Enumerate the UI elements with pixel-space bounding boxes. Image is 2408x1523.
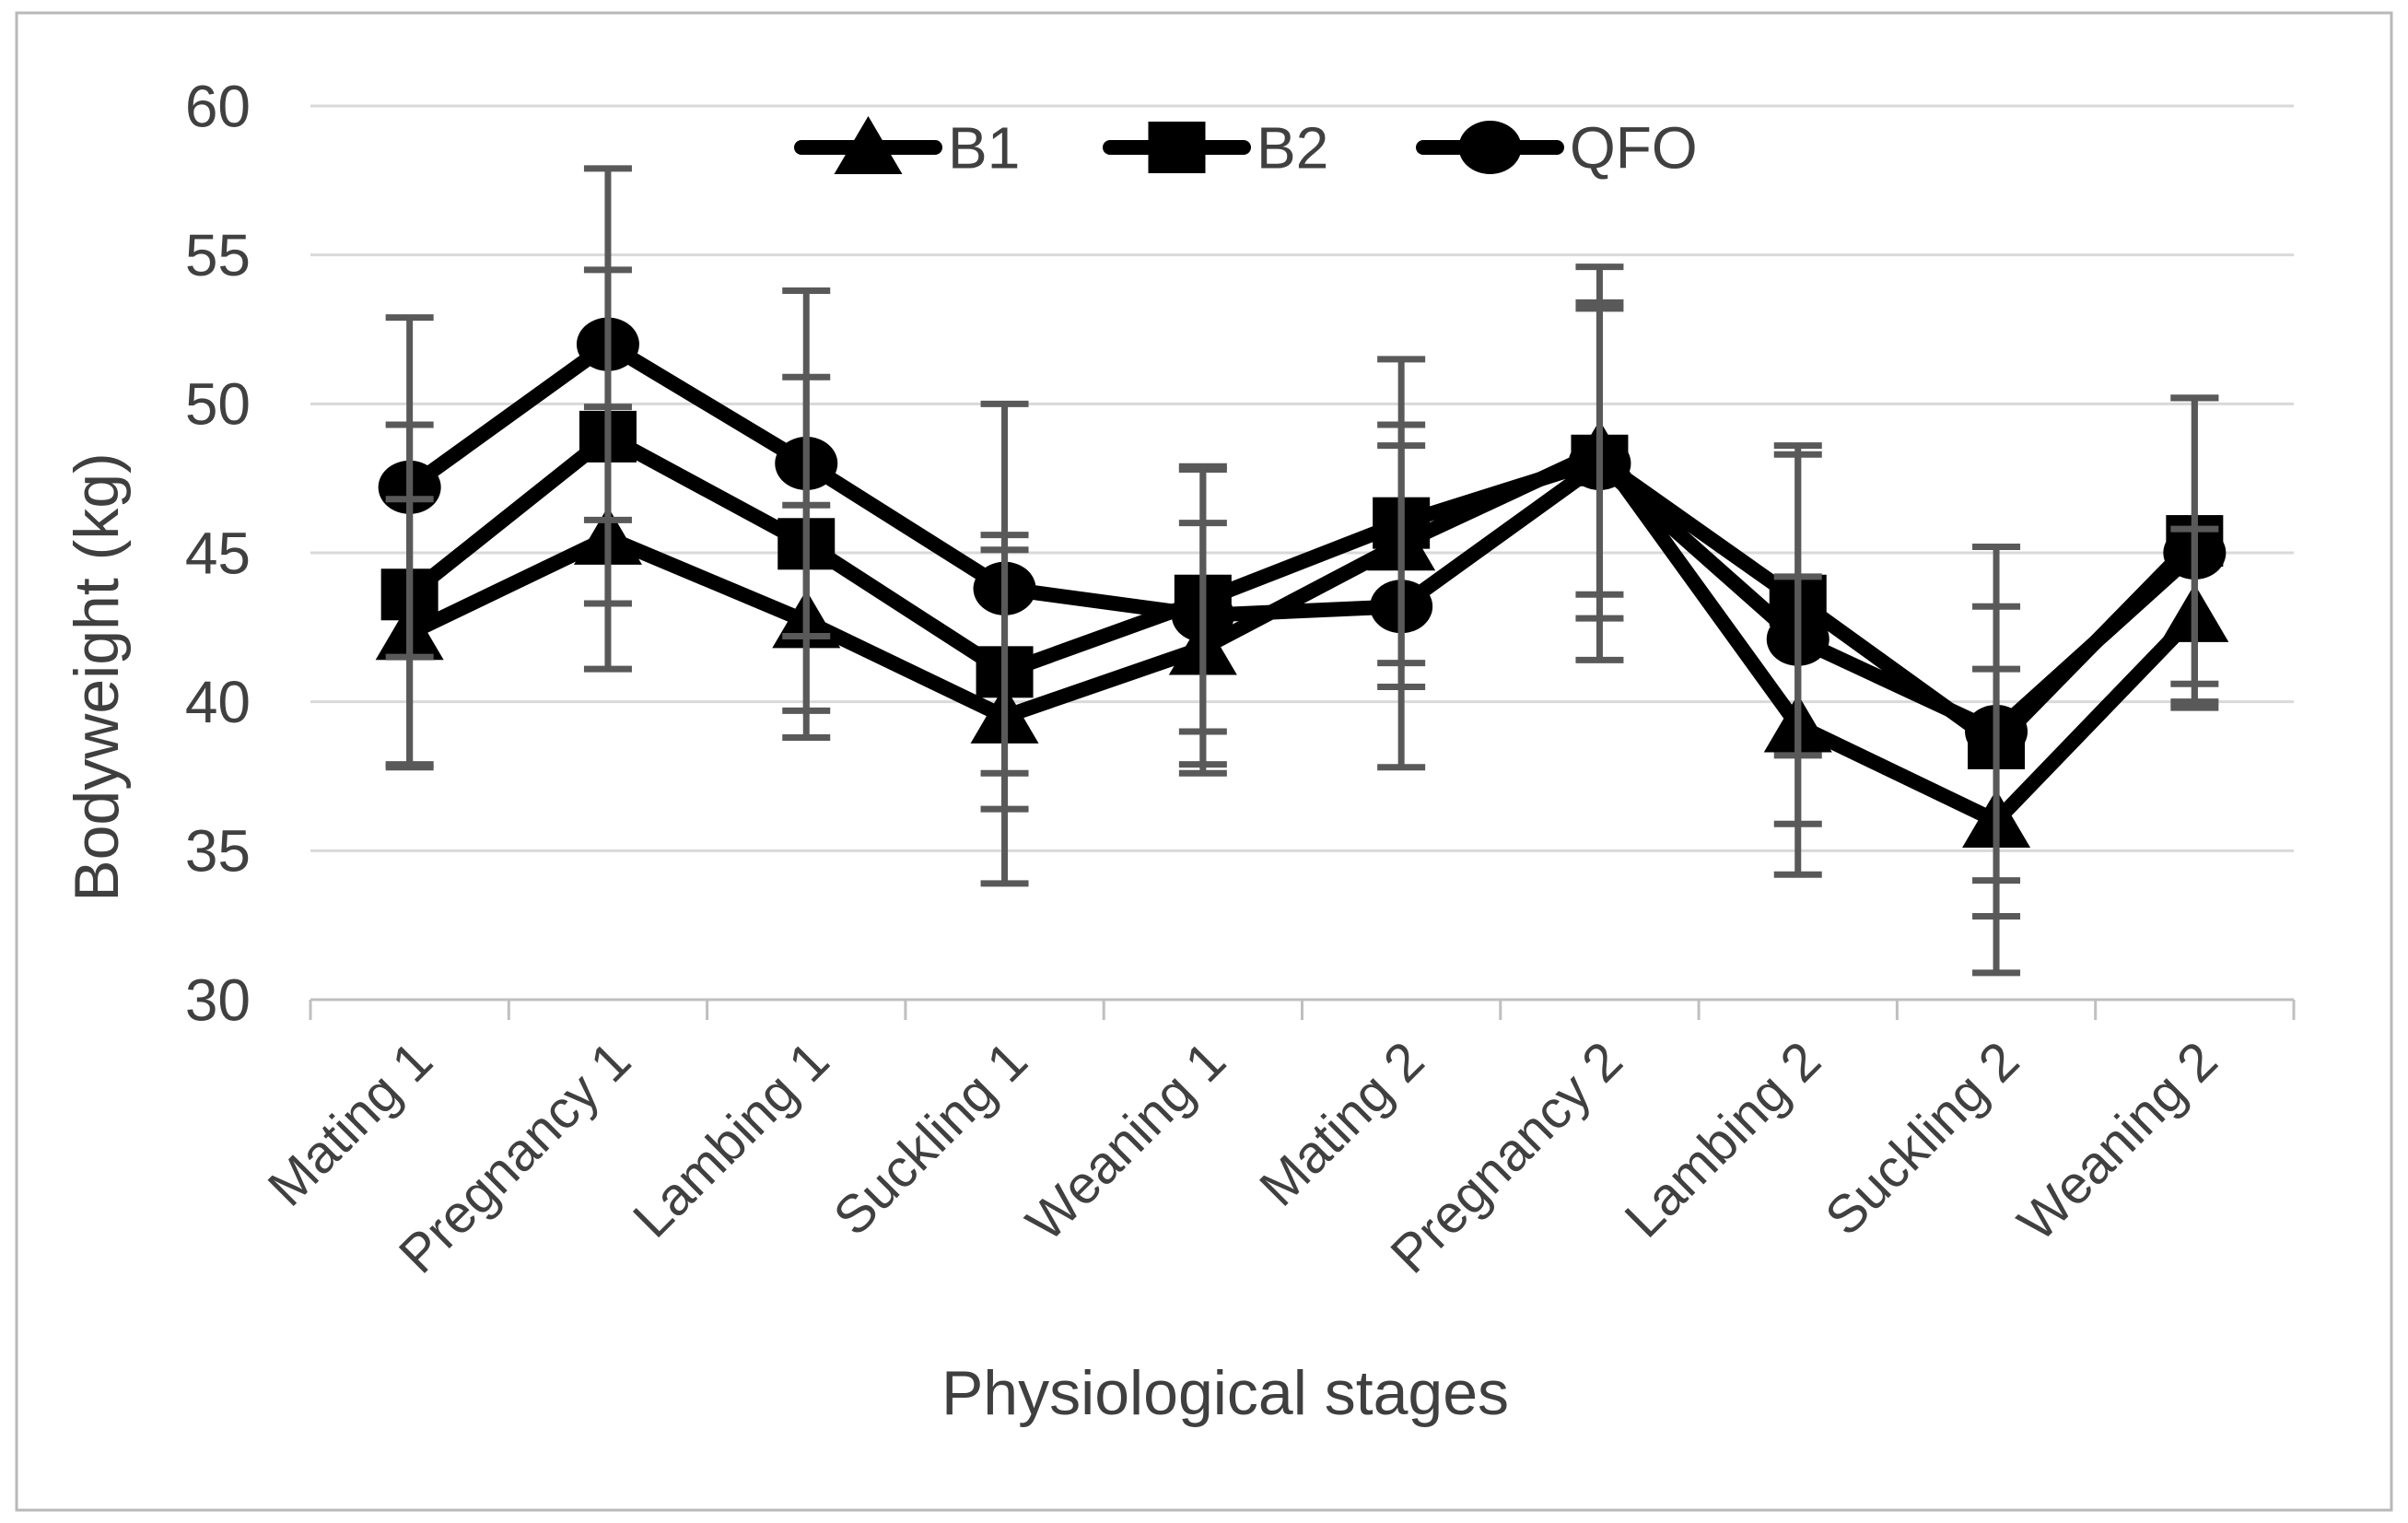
legend-label: QFO bbox=[1570, 114, 1698, 181]
y-tick-label: 55 bbox=[185, 222, 251, 288]
legend: B1 B2 QFO bbox=[794, 114, 1698, 181]
legend-square-icon bbox=[1148, 122, 1206, 173]
legend-item-QFO: QFO bbox=[1416, 114, 1698, 181]
y-tick-label: 30 bbox=[185, 967, 251, 1033]
legend-item-B2: B2 bbox=[1103, 114, 1328, 181]
series-line-B1 bbox=[402, 444, 2203, 828]
series-line-B2 bbox=[402, 428, 2203, 751]
y-tick-label: 35 bbox=[185, 818, 251, 885]
series-line-QFO bbox=[402, 336, 2203, 739]
y-tick-label: 45 bbox=[185, 520, 251, 586]
x-axis-title: Physiological stages bbox=[941, 1358, 1509, 1428]
y-tick-label: 60 bbox=[185, 73, 251, 139]
legend-label: B1 bbox=[948, 114, 1020, 181]
legend-label: B2 bbox=[1257, 114, 1328, 181]
y-axis-title: Bodyweight (kg) bbox=[62, 452, 132, 902]
legend-circle-icon bbox=[1458, 121, 1522, 174]
legend-triangle-icon bbox=[834, 116, 903, 174]
y-tick-label: 40 bbox=[185, 669, 251, 735]
error-bars bbox=[385, 165, 2219, 977]
gridlines bbox=[310, 104, 2294, 1002]
series-lines bbox=[402, 336, 2203, 828]
x-axis-ticks bbox=[309, 1000, 2296, 1020]
y-tick-label: 50 bbox=[185, 371, 251, 438]
y-tick-labels: 30 35 40 45 50 55 60 bbox=[185, 73, 251, 1033]
legend-item-B1: B1 bbox=[794, 114, 1020, 181]
